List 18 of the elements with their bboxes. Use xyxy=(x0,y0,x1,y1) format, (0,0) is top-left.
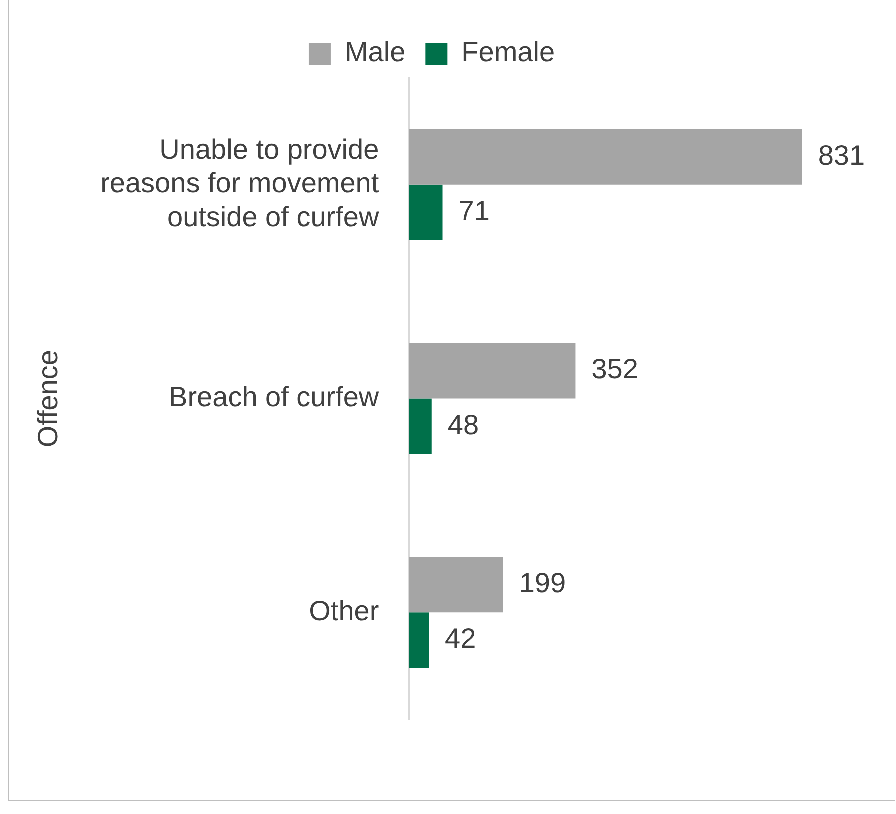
bar xyxy=(409,343,576,399)
bar xyxy=(409,129,802,185)
legend-label: Female xyxy=(462,36,556,68)
data-label: 199 xyxy=(519,568,566,599)
bar xyxy=(409,557,504,613)
data-label: 831 xyxy=(818,140,866,171)
y-tick-label: Unable to provide reasons for movement outside of curfew xyxy=(100,134,380,232)
y-tick-label: Other xyxy=(309,595,380,626)
data-label: 352 xyxy=(592,354,638,385)
data-label: 42 xyxy=(445,623,476,654)
data-label: 48 xyxy=(448,409,480,440)
bar xyxy=(409,612,430,668)
legend-label: Male xyxy=(344,36,406,68)
bar xyxy=(409,398,432,454)
y-axis-title: Offence xyxy=(32,350,64,448)
bar xyxy=(409,184,443,241)
data-label: 71 xyxy=(458,195,490,226)
y-tick-label: Breach of curfew xyxy=(169,382,380,413)
